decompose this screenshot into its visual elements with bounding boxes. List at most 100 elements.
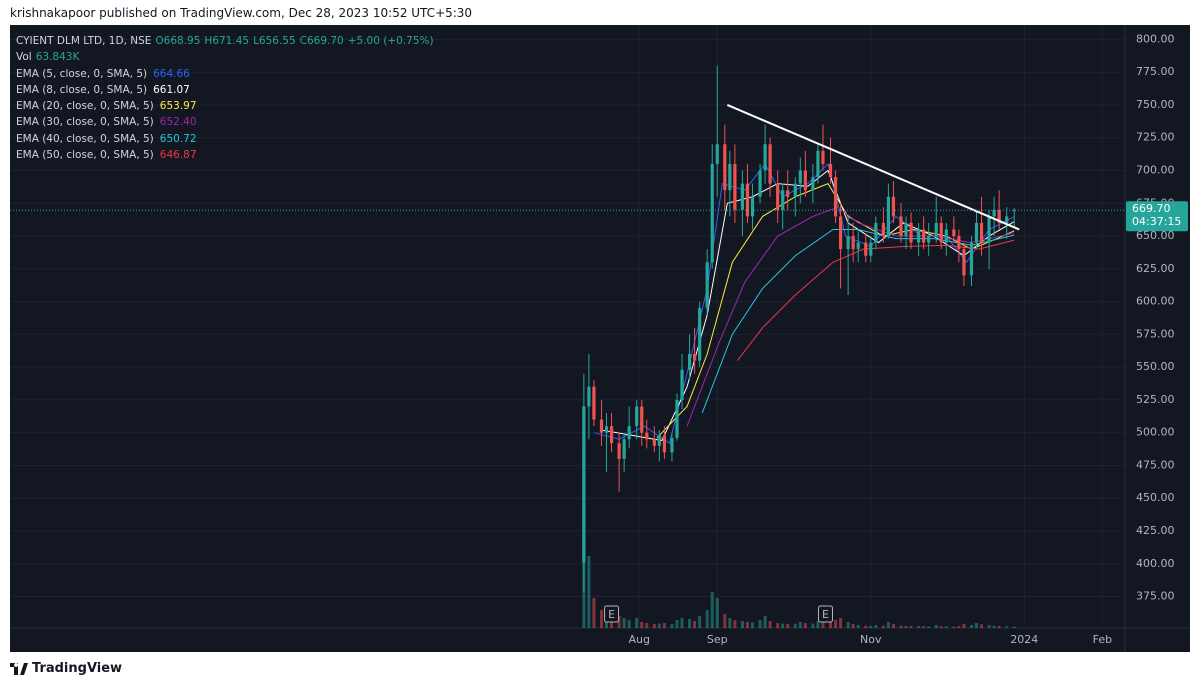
candle-body: [745, 183, 750, 217]
event-marker: [604, 605, 620, 623]
volume-bar: [693, 621, 697, 628]
ema-legend: EMA (5, close, 0, SMA, 5) 664.66 EMA (8, c…: [16, 66, 434, 164]
volume-bar: [640, 622, 644, 628]
candle-body: [952, 229, 956, 237]
volume-bar: [705, 610, 709, 628]
event-label: E: [608, 608, 615, 621]
volume-bar: [652, 624, 656, 628]
volume-bar: [786, 624, 790, 628]
volume-bar: [745, 622, 749, 628]
volume-bar: [969, 625, 973, 628]
y-tick-label: 575.00: [1136, 327, 1175, 340]
volume-bar: [803, 623, 807, 628]
volume-bar: [617, 616, 621, 628]
candle-body: [987, 216, 991, 243]
candle-body: [740, 183, 745, 210]
volume-bar: [980, 624, 984, 628]
y-tick-label: 800.00: [1136, 32, 1175, 45]
candle-body: [934, 222, 938, 237]
volume-bar: [763, 616, 767, 628]
volume-bar: [758, 620, 762, 628]
volume-bar: [627, 620, 631, 628]
volume-bar: [793, 623, 797, 628]
volume-bar: [829, 622, 833, 628]
x-tick-label: Feb: [1093, 633, 1112, 646]
event-marker: [817, 605, 833, 623]
y-tick-label: 650.00: [1136, 229, 1175, 242]
y-tick-label: 700.00: [1136, 164, 1175, 177]
candle-body: [917, 229, 921, 243]
volume-bar: [798, 622, 802, 628]
candle-body: [675, 399, 679, 438]
candle-body: [657, 435, 661, 446]
y-tick-label: 725.00: [1136, 131, 1175, 144]
volume-bar: [846, 622, 850, 628]
volume-bar: [587, 556, 591, 628]
candle-body: [587, 386, 591, 407]
volume-bar: [881, 625, 885, 628]
candle-body: [768, 144, 772, 184]
candle-body: [874, 222, 878, 243]
candle-body: [635, 406, 639, 427]
volume-bar: [891, 624, 895, 628]
candle-body: [758, 170, 762, 197]
legend-value: 664.66: [153, 67, 190, 80]
legend-row: CYIENT DLM LTD, 1D, NSE O668.95 H671.45 L65…: [16, 33, 434, 49]
ema-line: [601, 169, 1015, 442]
volume-bar: [909, 626, 913, 628]
volume-bar: [952, 626, 956, 628]
volume-bar: [715, 598, 719, 628]
candle-body: [582, 406, 586, 563]
volume-bar: [816, 621, 820, 628]
volume-bar: [821, 618, 825, 628]
candle-body: [793, 183, 797, 197]
countdown: 04:37:15: [1132, 215, 1181, 228]
candle-body: [904, 222, 908, 237]
legend-entry: EMA (50, close, 0, SMA, 5): [16, 149, 154, 162]
candle-body: [957, 236, 961, 250]
y-tick-label: 425.00: [1136, 524, 1175, 537]
volume-bar: [688, 619, 692, 628]
legend-row: EMA (5, close, 0, SMA, 5) 664.66: [16, 66, 434, 82]
y-tick-label: 525.00: [1136, 393, 1175, 406]
legend-row: EMA (8, close, 0, SMA, 5) 661.07: [16, 82, 434, 98]
candle-body: [652, 439, 656, 446]
candle-body: [750, 196, 755, 217]
candle-body: [803, 170, 807, 191]
y-tick-label: 475.00: [1136, 458, 1175, 471]
candle-body: [733, 163, 737, 210]
volume-bar: [927, 626, 931, 628]
volume-bar: [834, 620, 838, 628]
y-tick-label: 625.00: [1136, 262, 1175, 275]
y-tick-label: 400.00: [1136, 557, 1175, 570]
candle-body: [869, 242, 873, 256]
trendline: [726, 104, 1020, 231]
volume-bar: [839, 618, 843, 628]
volume-bar: [662, 623, 666, 628]
y-tick-label: 550.00: [1136, 360, 1175, 373]
ema-line: [736, 239, 1015, 361]
volume-bar: [904, 626, 908, 628]
volume-bar: [899, 625, 903, 628]
y-tick-label: 750.00: [1136, 98, 1175, 111]
candle-body: [723, 144, 727, 191]
legend-row: EMA (20, close, 0, SMA, 5) 653.97: [16, 98, 434, 114]
volume-bar: [599, 610, 603, 628]
last-price-box: [1126, 201, 1188, 232]
candle-body: [922, 229, 926, 243]
candle-body: [728, 163, 732, 191]
candle-body: [846, 236, 850, 250]
candle-body: [599, 419, 604, 433]
candle-body: [776, 183, 780, 210]
legend-value: 653.97: [159, 100, 197, 113]
volume-bar: [698, 616, 702, 628]
volume-bar: [781, 623, 785, 628]
volume-bar: [939, 626, 943, 628]
logo-mark: [10, 663, 28, 675]
candle-body: [670, 437, 674, 453]
chart-panel: [10, 25, 1190, 652]
y-tick-label: 600.00: [1136, 295, 1175, 308]
x-tick-label: Sep: [707, 633, 728, 646]
candle-body: [909, 222, 913, 243]
